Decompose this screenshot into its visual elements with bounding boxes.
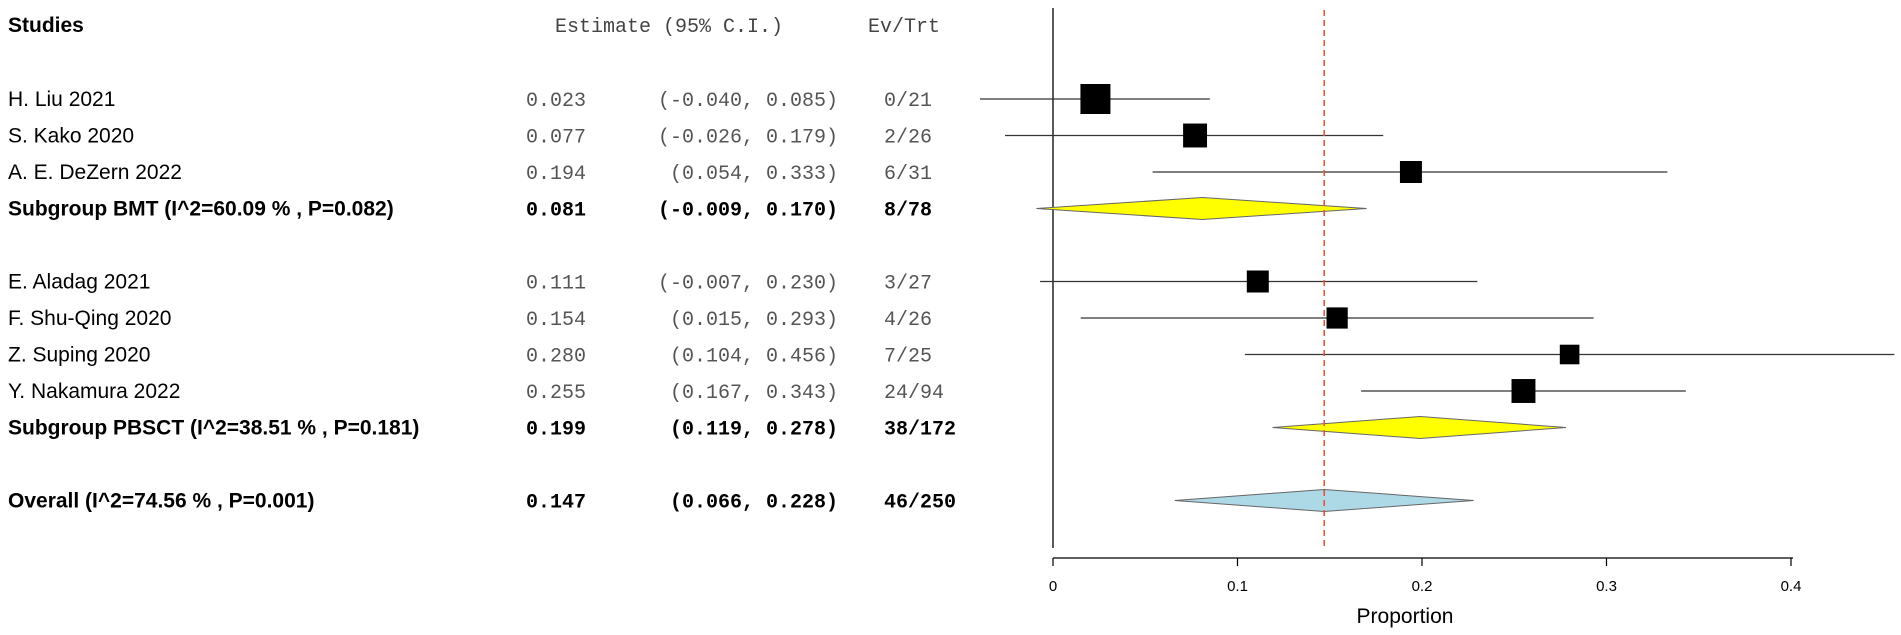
overall-11-estimate: 0.147 [526, 492, 586, 515]
study-8-label: Y. Nakamura 2022 [8, 380, 180, 403]
subgroup-9-estimate: 0.199 [526, 419, 586, 442]
subgroup-9-diamond [1272, 415, 1566, 440]
study-0-point-marker [1080, 84, 1111, 114]
study-7-ci: (0.104, 0.456) [670, 346, 838, 369]
study-2-events: 6/31 [884, 163, 932, 186]
header-studies: Studies [8, 14, 84, 37]
study-1-estimate: 0.077 [526, 127, 586, 150]
study-1-point-marker [1183, 123, 1208, 148]
study-1-label: S. Kako 2020 [8, 125, 134, 148]
study-8-events: 24/94 [884, 382, 944, 405]
study-6-estimate: 0.154 [526, 309, 586, 332]
subgroup-9-events: 38/172 [884, 419, 956, 442]
study-5-estimate: 0.111 [526, 273, 586, 296]
table-columns: Studies Estimate (95% C.I.) Ev/Trt H. Li… [8, 14, 956, 515]
study-6-point-marker [1326, 307, 1348, 329]
header-estimate: Estimate (95% C.I.) [555, 16, 783, 39]
study-6-label: F. Shu-Qing 2020 [8, 307, 171, 330]
study-8-ci: (0.167, 0.343) [670, 382, 838, 405]
study-2-ci: (0.054, 0.333) [670, 163, 838, 186]
subgroup-3-events: 8/78 [884, 200, 932, 223]
study-7-events: 7/25 [884, 346, 932, 369]
study-2-point-marker [1399, 161, 1422, 183]
study-5-label: E. Aladag 2021 [8, 271, 150, 294]
study-8-estimate: 0.255 [526, 382, 586, 405]
study-7-point-marker [1559, 344, 1580, 365]
study-5-events: 3/27 [884, 273, 932, 296]
study-7-label: Z. Suping 2020 [8, 344, 150, 367]
study-1-ci: (-0.026, 0.179) [658, 127, 838, 150]
study-0-label: H. Liu 2021 [8, 88, 115, 111]
subgroup-9-ci: (0.119, 0.278) [670, 419, 838, 442]
subgroup-3-diamond [1036, 196, 1367, 221]
x-tick-label: 0.4 [1781, 578, 1802, 595]
subgroup-3-ci: (-0.009, 0.170) [658, 200, 838, 223]
study-5-point-marker [1246, 270, 1269, 293]
overall-11-events: 46/250 [884, 492, 956, 515]
x-axis-label: Proportion [1357, 605, 1454, 628]
x-tick-label: 0 [1049, 578, 1057, 595]
subgroup-3-label: Subgroup BMT (I^2=60.09 % , P=0.082) [8, 198, 394, 221]
x-tick-label: 0.3 [1596, 578, 1617, 595]
x-tick-label: 0.2 [1412, 578, 1433, 595]
study-1-events: 2/26 [884, 127, 932, 150]
overall-11-label: Overall (I^2=74.56 % , P=0.001) [8, 490, 314, 513]
x-tick-label: 0.1 [1227, 578, 1248, 595]
study-0-events: 0/21 [884, 90, 932, 113]
subgroup-9-label: Subgroup PBSCT (I^2=38.51 % , P=0.181) [8, 417, 419, 440]
study-0-estimate: 0.023 [526, 90, 586, 113]
study-2-label: A. E. DeZern 2022 [8, 161, 182, 184]
study-8-point-marker [1511, 379, 1536, 403]
study-6-events: 4/26 [884, 309, 932, 332]
overall-11-ci: (0.066, 0.228) [670, 492, 838, 515]
subgroup-3-estimate: 0.081 [526, 200, 586, 223]
plot-area: Proportion 0 0.1 0.2 0.3 0.4 [980, 8, 1895, 628]
study-5-ci: (-0.007, 0.230) [658, 273, 838, 296]
study-2-estimate: 0.194 [526, 163, 586, 186]
study-7-estimate: 0.280 [526, 346, 586, 369]
header-events: Ev/Trt [868, 16, 940, 39]
study-0-ci: (-0.040, 0.085) [658, 90, 838, 113]
study-6-ci: (0.015, 0.293) [670, 309, 838, 332]
